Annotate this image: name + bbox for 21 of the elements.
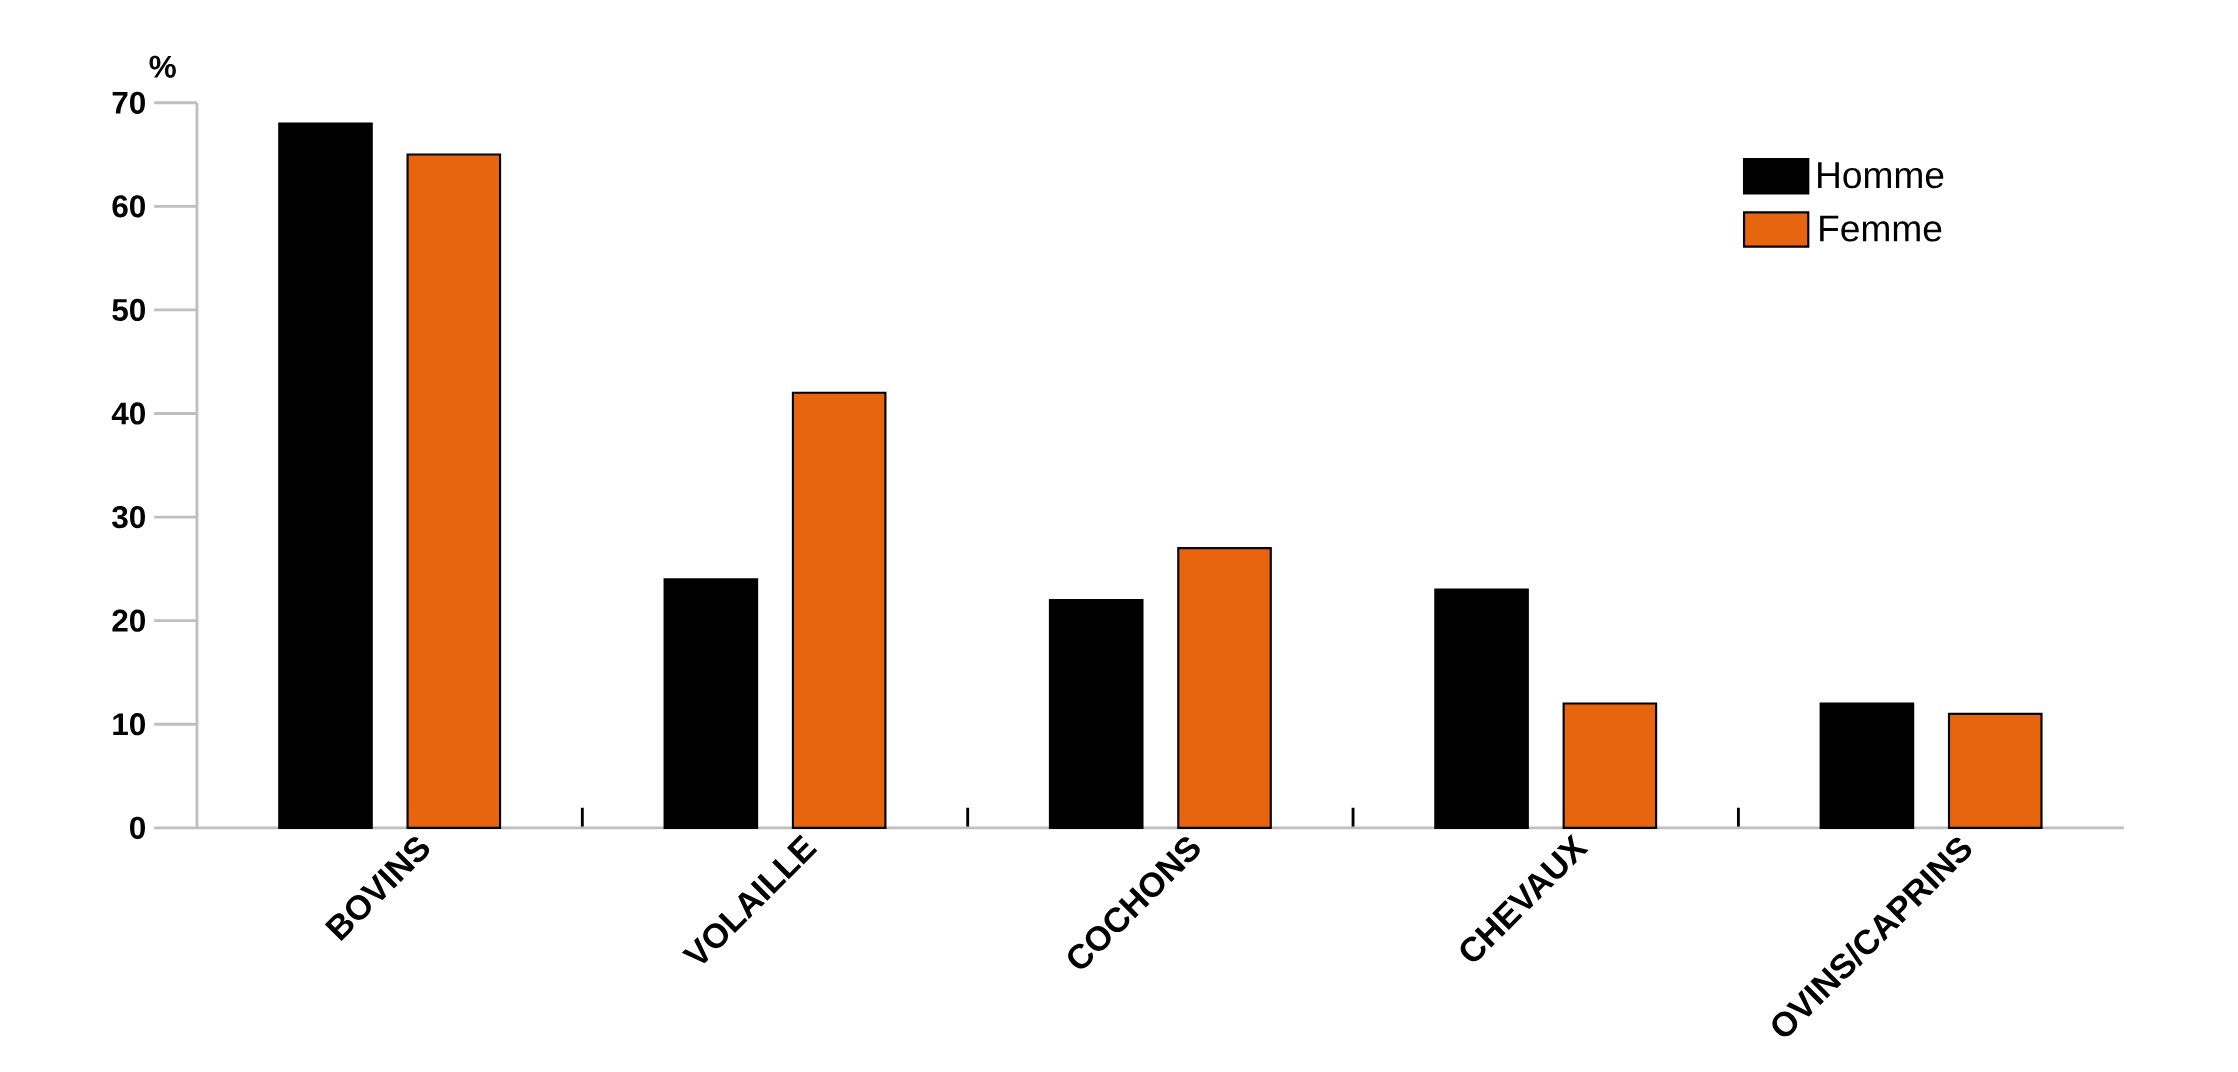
bar [406, 153, 502, 829]
bar [278, 122, 373, 829]
bar [1819, 702, 1915, 829]
legend-label: Femme [1820, 215, 1942, 242]
legend-label: Homme [1818, 162, 1944, 189]
bar [791, 391, 887, 829]
y-tick-label: 30 [112, 505, 145, 529]
y-tick-label: 60 [112, 195, 145, 218]
bar [1177, 547, 1272, 829]
y-tick-label: 40 [111, 402, 145, 425]
bar [1947, 712, 2043, 829]
bar [1048, 598, 1144, 829]
y-tick-label: 10 [113, 713, 145, 736]
y-axis-title: % [149, 55, 176, 78]
y-tick-label: 70 [112, 91, 145, 114]
y-tick-label: 0 [130, 816, 145, 839]
bar [1434, 588, 1529, 829]
y-tick-label: 20 [112, 609, 145, 632]
y-tick-label: 50 [112, 298, 145, 322]
bar [1562, 702, 1658, 829]
bar [663, 578, 759, 829]
